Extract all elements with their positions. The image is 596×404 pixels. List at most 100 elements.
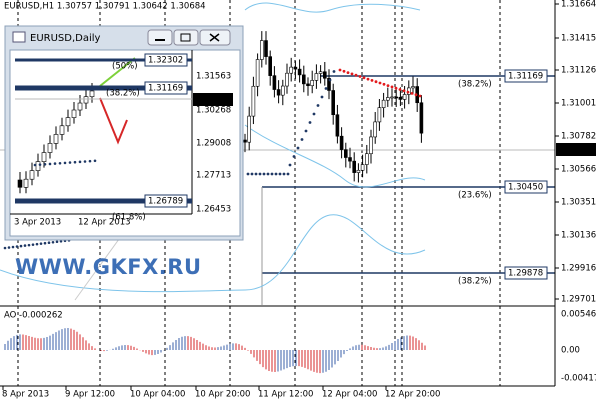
sar-dot (324, 87, 328, 90)
sar-dot (254, 172, 258, 176)
daily-window[interactable]: EURUSD,Daily 1.31563 1.30268 1.29008 1.2771… (4, 25, 244, 241)
sar-dot (328, 78, 332, 82)
level-fib: (61.8%) (112, 213, 146, 223)
price-label: 1.29701 (561, 295, 596, 305)
sar-dot (78, 160, 82, 164)
candle-body (276, 89, 281, 96)
candle-body (402, 94, 407, 100)
candle-body (314, 73, 319, 81)
chart-header: EURUSD,H1 1.30757 1.30791 1.30642 1.3068… (4, 2, 206, 12)
sar-dot (278, 172, 282, 176)
time-label: 10 Apr 20:00 (195, 390, 250, 400)
level-price: 1.32302 (148, 56, 183, 66)
sar-dot (418, 94, 422, 98)
time-label: 9 Apr 12:00 (65, 390, 115, 400)
current-price-box (193, 93, 233, 106)
inset-chart: 1.31563 1.30268 1.29008 1.27713 1.26453 1.323… (14, 53, 233, 228)
price-label: 1.31001 (561, 99, 596, 109)
close-icon (209, 33, 220, 42)
bollinger-band (244, 124, 426, 188)
candle-body (385, 97, 390, 101)
watermark: WWW.GKFX.RU (15, 255, 202, 279)
price-label: 1.27713 (196, 171, 231, 181)
current-price: 1.30684 (559, 146, 594, 156)
candle-body (71, 109, 77, 118)
price-label: 1.26453 (196, 205, 231, 215)
sar-dot (250, 172, 254, 176)
candle-body (41, 152, 47, 162)
candle-body (398, 96, 403, 100)
candle-body (251, 85, 256, 117)
sar-dot (262, 172, 266, 176)
sar-dot (68, 161, 72, 164)
candle-body (285, 72, 289, 87)
indicator-axis-label: -0.00417 (561, 374, 596, 384)
sar-dot (33, 163, 37, 167)
level-fib: (23.6%) (458, 191, 492, 201)
time-label: 3 Apr 2013 (14, 218, 61, 228)
candle-body (369, 136, 373, 155)
candle-body (77, 102, 83, 111)
candle-body (364, 153, 369, 165)
sar-dot (35, 242, 39, 246)
sar-dot (274, 172, 278, 176)
candle-body (255, 59, 260, 87)
window-title: EURUSD,Daily (30, 33, 101, 44)
sar-dot (3, 246, 7, 250)
price-label: 1.30136 (561, 231, 596, 241)
sar-dot (398, 88, 402, 91)
sar-dot (27, 243, 31, 247)
candle-body (297, 68, 302, 76)
indicator-axis-label: 0.00 (561, 346, 580, 356)
sar-dot (39, 242, 43, 245)
price-label: 1.29008 (196, 139, 231, 149)
level-price: 1.30450 (508, 183, 543, 193)
sar-dot (296, 146, 300, 150)
sar-dot (346, 71, 350, 74)
sar-dot (258, 172, 262, 176)
candle-body (360, 164, 365, 171)
level-box (144, 81, 188, 95)
sar-dot (354, 73, 358, 77)
level-fib: (38.2%) (106, 89, 140, 99)
level-box (144, 194, 188, 208)
candle-body (343, 149, 348, 158)
sar-dot (332, 70, 336, 73)
candle-body (264, 40, 268, 57)
maximize-button[interactable] (173, 29, 199, 46)
sar-dot (362, 76, 366, 80)
sar-dot (402, 89, 406, 93)
candle-body (339, 135, 344, 150)
candle-body (301, 74, 306, 85)
candle-body (348, 157, 352, 162)
current-price-box (556, 143, 596, 156)
sar-dot (350, 72, 354, 76)
minimize-button[interactable] (147, 29, 173, 46)
level-price: 1.29878 (508, 269, 543, 279)
candle-body (35, 161, 41, 171)
candle-body (53, 134, 59, 144)
candle-body (293, 66, 298, 70)
sar-dot (414, 93, 418, 97)
sar-dot (410, 92, 414, 95)
sar-dot (19, 244, 23, 248)
time-label: 12 Apr 20:00 (385, 390, 440, 400)
price-label: 1.31664 (561, 0, 596, 10)
current-price: 1.30684 (196, 95, 231, 105)
sar-dot (342, 69, 346, 73)
maximize-icon (180, 33, 191, 42)
sar-dot (386, 84, 390, 87)
price-label: 1.30782 (561, 132, 596, 142)
candle-body (268, 56, 273, 76)
sar-dot (288, 163, 292, 167)
candle-body (390, 96, 394, 99)
level-fib: (50%) (112, 62, 138, 72)
sar-dot (304, 129, 308, 133)
sar-dot (292, 155, 296, 158)
candle-body (331, 90, 336, 116)
time-label: 12 Apr 04:00 (322, 390, 377, 400)
candle-body (381, 99, 386, 108)
bollinger-band (0, 214, 426, 293)
